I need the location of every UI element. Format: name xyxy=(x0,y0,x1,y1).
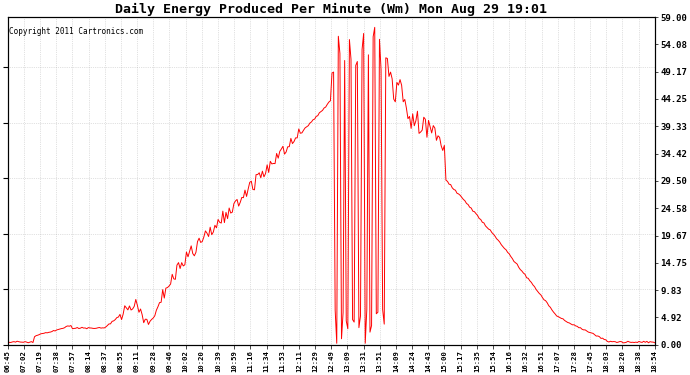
Title: Daily Energy Produced Per Minute (Wm) Mon Aug 29 19:01: Daily Energy Produced Per Minute (Wm) Mo… xyxy=(115,3,547,16)
Text: Copyright 2011 Cartronics.com: Copyright 2011 Cartronics.com xyxy=(9,27,143,36)
